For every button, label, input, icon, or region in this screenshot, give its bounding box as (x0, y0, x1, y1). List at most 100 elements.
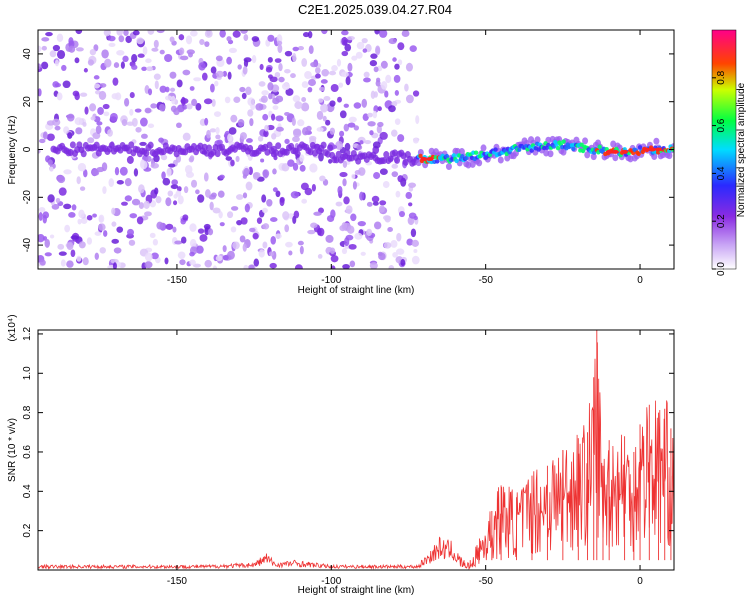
noise-speck (227, 71, 232, 80)
noise-speck (63, 203, 72, 210)
signal-core (451, 153, 457, 158)
noise-speck (99, 247, 106, 254)
x-tick-label: -50 (478, 275, 493, 286)
noise-speck (41, 45, 47, 51)
noise-speck (116, 180, 124, 185)
signal-halo (454, 147, 461, 155)
noise-speck (209, 128, 217, 133)
noise-speck (374, 30, 380, 35)
noise-speck (385, 74, 392, 84)
signal-halo (497, 156, 504, 164)
noise-speck (330, 265, 336, 269)
noise-speck (133, 168, 139, 177)
noise-speck (252, 172, 259, 180)
noise-speck (189, 251, 195, 257)
noise-speck (215, 134, 221, 140)
signal-halo (612, 154, 619, 162)
noise-speck (380, 81, 388, 90)
noise-speck (239, 235, 246, 243)
noise-speck (243, 34, 249, 41)
noise-speck (258, 81, 266, 87)
signal-halo (387, 155, 394, 163)
noise-speck (126, 155, 134, 164)
noise-speck (259, 63, 264, 71)
noise-speck (192, 263, 201, 268)
noise-speck (159, 103, 166, 112)
noise-speck (269, 76, 278, 83)
noise-speck (391, 129, 398, 137)
noise-speck (164, 95, 173, 101)
snr-y-scale-label: (x10⁴) (7, 314, 18, 341)
noise-speck (240, 30, 248, 34)
noise-speck (308, 79, 316, 87)
signal-halo (327, 144, 334, 152)
noise-speck (344, 142, 351, 151)
noise-speck (351, 55, 358, 61)
noise-speck (343, 123, 350, 132)
noise-speck (204, 30, 213, 38)
y-tick-label: 1.2 (22, 327, 33, 341)
noise-speck (302, 127, 309, 136)
noise-speck (207, 228, 214, 236)
noise-speck (144, 211, 152, 217)
noise-speck (197, 228, 205, 234)
noise-speck (233, 96, 241, 103)
spectrogram-heatmap (38, 30, 674, 269)
y-tick-label: 0.2 (22, 523, 33, 537)
noise-speck (278, 76, 285, 83)
noise-speck (328, 70, 337, 76)
noise-speck (227, 133, 233, 142)
signal-halo (344, 149, 351, 157)
noise-speck (369, 130, 374, 136)
noise-speck (248, 264, 255, 269)
signal-halo (381, 157, 388, 165)
noise-speck (398, 210, 406, 218)
noise-speck (139, 117, 148, 127)
noise-speck (77, 218, 82, 225)
noise-speck (147, 30, 155, 35)
noise-speck (141, 66, 147, 71)
noise-speck (74, 57, 80, 64)
spectrogram-y-label: Frequency (Hz) (7, 116, 18, 185)
noise-speck (112, 262, 117, 269)
signal-core (418, 153, 423, 159)
noise-speck (141, 133, 148, 139)
noise-speck (205, 189, 211, 198)
noise-speck (79, 92, 88, 97)
noise-speck (299, 154, 305, 162)
noise-speck (113, 247, 122, 254)
noise-speck (391, 101, 398, 107)
signal-halo (547, 150, 554, 158)
noise-speck (396, 232, 402, 242)
noise-speck (242, 66, 248, 75)
noise-speck (131, 198, 141, 206)
noise-speck (55, 197, 61, 204)
noise-speck (349, 260, 356, 268)
signal-core (464, 155, 469, 161)
noise-speck (54, 125, 61, 131)
noise-speck (235, 155, 240, 162)
noise-speck (318, 98, 324, 103)
noise-speck (268, 92, 273, 100)
noise-speck (325, 119, 331, 126)
noise-speck (197, 194, 205, 203)
noise-speck (165, 197, 172, 207)
chart-title: C2E1.2025.039.04.27.R04 (298, 2, 452, 17)
noise-speck (89, 103, 97, 112)
noise-speck (346, 35, 355, 41)
noise-speck (121, 118, 128, 127)
noise-speck (52, 44, 61, 52)
signal-halo (666, 152, 673, 160)
noise-speck (68, 45, 76, 53)
noise-speck (277, 44, 283, 54)
noise-speck (41, 61, 49, 70)
snr-lines (38, 330, 674, 570)
signal-core (434, 159, 440, 164)
noise-speck (186, 103, 193, 110)
noise-speck (401, 30, 410, 38)
noise-speck (350, 213, 357, 222)
noise-speck (154, 187, 159, 195)
noise-speck (326, 215, 335, 222)
noise-speck (78, 209, 85, 219)
